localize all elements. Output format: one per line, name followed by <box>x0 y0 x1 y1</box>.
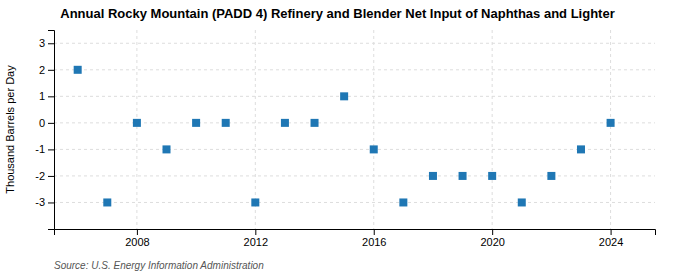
point <box>340 92 348 100</box>
marks <box>74 66 615 207</box>
tick: 2024 <box>599 229 623 248</box>
tick: 2008 <box>125 229 149 248</box>
tick-mark <box>255 229 256 235</box>
point <box>459 172 467 180</box>
chart: 2008 2012 2016 2020 2024 -3 -2 -1 0 1 2 3 Annual Roc… <box>0 0 675 275</box>
grid-line <box>54 202 655 203</box>
tick-mark <box>611 229 612 235</box>
plot-area: 2008 2012 2016 2020 2024 -3 -2 -1 0 1 2 3 <box>35 30 655 248</box>
point <box>311 119 319 127</box>
point <box>163 145 171 153</box>
point <box>488 172 496 180</box>
grid-line <box>54 69 655 70</box>
point <box>251 198 259 206</box>
point <box>429 172 437 180</box>
tick-mark <box>48 43 54 44</box>
tick: -2 <box>35 170 54 182</box>
tick-label: 2008 <box>125 236 149 248</box>
tick-label: -2 <box>35 170 45 182</box>
tick-mark <box>48 176 54 177</box>
point <box>222 119 230 127</box>
point <box>518 198 526 206</box>
grid <box>54 30 655 229</box>
tick-label: 2016 <box>362 236 386 248</box>
point <box>281 119 289 127</box>
grid-line <box>610 30 611 229</box>
tick: 0 <box>39 117 54 129</box>
x-axis: 2008 2012 2016 2020 2024 <box>55 229 656 248</box>
point <box>103 198 111 206</box>
point <box>192 119 200 127</box>
axis-title: Thousand Barrels per Day <box>4 65 16 194</box>
point <box>133 119 141 127</box>
tick: 3 <box>39 37 54 49</box>
tick-label: 2 <box>39 64 45 76</box>
tick-mark <box>48 123 54 124</box>
tick: 2016 <box>362 229 386 248</box>
title: Annual Rocky Mountain (PADD 4) Refinery … <box>60 6 614 21</box>
tick: 2 <box>39 64 54 76</box>
tick-label: 3 <box>39 37 45 49</box>
point <box>370 145 378 153</box>
tick: -1 <box>35 143 54 155</box>
y-axis: -3 -2 -1 0 1 2 3 <box>35 31 54 230</box>
point <box>607 119 615 127</box>
annotation: Source: U.S. Energy Information Administ… <box>54 260 264 271</box>
tick-mark <box>137 229 138 235</box>
tick-mark <box>48 96 54 97</box>
point <box>547 172 555 180</box>
tick-mark <box>48 202 54 203</box>
point <box>577 145 585 153</box>
point <box>399 198 407 206</box>
grid-line <box>54 43 655 44</box>
tick: 2012 <box>244 229 268 248</box>
tick-mark <box>374 229 375 235</box>
point <box>74 66 82 74</box>
grid-line <box>54 175 655 176</box>
tick-label: 0 <box>39 117 45 129</box>
tick-label: 2020 <box>480 236 504 248</box>
grid-line <box>54 122 655 123</box>
tick-label: -3 <box>35 196 45 208</box>
tick-label: -1 <box>35 143 45 155</box>
grid-line <box>373 30 374 229</box>
tick-mark <box>492 229 493 235</box>
tick: -3 <box>35 196 54 208</box>
grid-line <box>492 30 493 229</box>
tick: 2020 <box>480 229 504 248</box>
tick-mark <box>48 70 54 71</box>
grid-line <box>136 30 137 229</box>
tick: 1 <box>39 90 54 102</box>
axis-line <box>48 31 55 230</box>
tick-label: 2024 <box>599 236 623 248</box>
grid-line <box>54 149 655 150</box>
tick-label: 1 <box>39 90 45 102</box>
tick-mark <box>48 149 54 150</box>
axis-line <box>55 230 656 236</box>
grid-line <box>54 96 655 97</box>
tick-label: 2012 <box>244 236 268 248</box>
